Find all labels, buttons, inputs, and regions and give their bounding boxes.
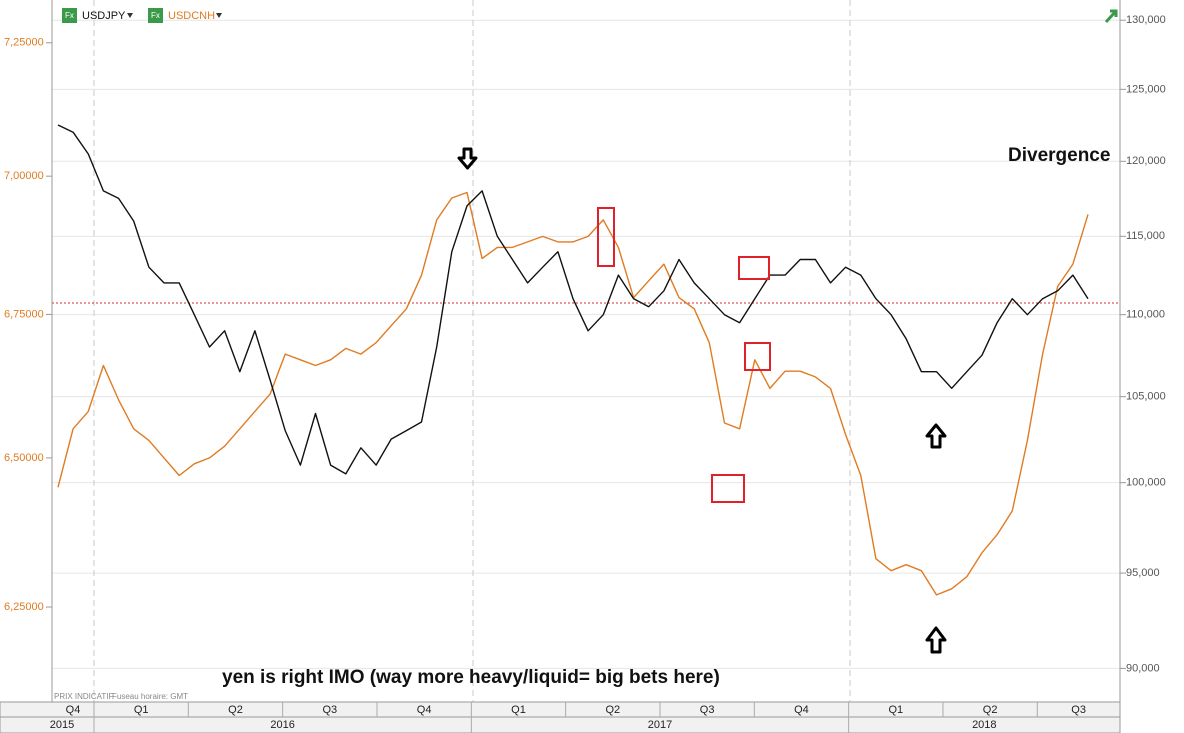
lines — [57, 124, 1089, 596]
arrow-down — [457, 147, 478, 170]
legend-dropdown[interactable] — [127, 13, 133, 18]
y2-tick-label: 95,000 — [1126, 567, 1160, 579]
x-tick-label: Q4 — [794, 704, 809, 716]
legend-icon-text: Fx — [65, 11, 74, 20]
highlight-box — [738, 256, 770, 280]
year-label: 2018 — [972, 719, 996, 731]
y-tick-label: 7,00000 — [4, 170, 44, 182]
x-tick-label: Q3 — [1071, 704, 1086, 716]
arrow-up — [925, 423, 947, 449]
highlight-box — [597, 207, 615, 267]
y-tick-label: 6,25000 — [4, 601, 44, 613]
x-tick-label: Q3 — [322, 704, 337, 716]
legend-icon[interactable] — [62, 8, 77, 23]
x-tick-label: Q1 — [134, 704, 149, 716]
legend-label[interactable]: USDCNH — [168, 10, 215, 22]
annotation: Divergence — [1008, 145, 1110, 166]
x-tick-label: Q1 — [511, 704, 526, 716]
footnote: Fuseau horaire: GMT — [112, 692, 188, 701]
x-tick-label: Q1 — [888, 704, 903, 716]
x-axis: Q4 Q1 Q2 Q3 Q4 Q1 Q2 Q3 Q4 Q1 Q2 Q3 2015 2016 2017 2018 — [50, 702, 1086, 733]
x-tick-label: Q2 — [605, 704, 620, 716]
trend-icon[interactable] — [1104, 9, 1118, 24]
year-label: 2017 — [648, 719, 672, 731]
highlight-box — [744, 342, 771, 371]
footnote: PRIX INDICATIF — [54, 692, 114, 701]
grid — [52, 19, 1120, 669]
y2-tick-label: 105,000 — [1126, 391, 1166, 403]
legend-icon[interactable] — [148, 8, 163, 23]
y2-tick-label: 130,000 — [1126, 14, 1166, 26]
y2-tick-label: 110,000 — [1126, 309, 1165, 321]
y2-tick-label: 90,000 — [1126, 662, 1160, 674]
ticks: 6,25000 6,50000 6,75000 7,00000 7,25000 90,00… — [4, 14, 1166, 674]
series-line — [57, 124, 1089, 475]
x-tick-label: Q2 — [983, 704, 998, 716]
y2-tick-label: 120,000 — [1126, 155, 1166, 167]
legend-label[interactable]: USDJPY — [82, 10, 126, 22]
year-label: 2015 — [50, 719, 74, 731]
y2-tick-label: 100,000 — [1126, 477, 1166, 489]
y-tick-label: 6,75000 — [4, 308, 44, 320]
annotation: yen is right IMO (way more heavy/liquid=… — [222, 667, 720, 688]
arrow-up — [925, 626, 947, 654]
year-label: 2016 — [270, 719, 294, 731]
highlight-box — [711, 474, 745, 503]
y-tick-label: 6,50000 — [4, 452, 44, 464]
y-tick-label: 7,25000 — [4, 37, 44, 49]
legend-dropdown[interactable] — [216, 13, 222, 18]
series-line — [57, 191, 1089, 596]
x-tick-label: Q2 — [228, 704, 243, 716]
x-tick-label: Q4 — [417, 704, 432, 716]
y2-tick-label: 125,000 — [1126, 83, 1166, 95]
x-tick-label: Q4 — [66, 704, 81, 716]
legend-icon-text: Fx — [151, 11, 160, 20]
y2-tick-label: 115,000 — [1126, 230, 1165, 242]
x-tick-label: Q3 — [700, 704, 715, 716]
